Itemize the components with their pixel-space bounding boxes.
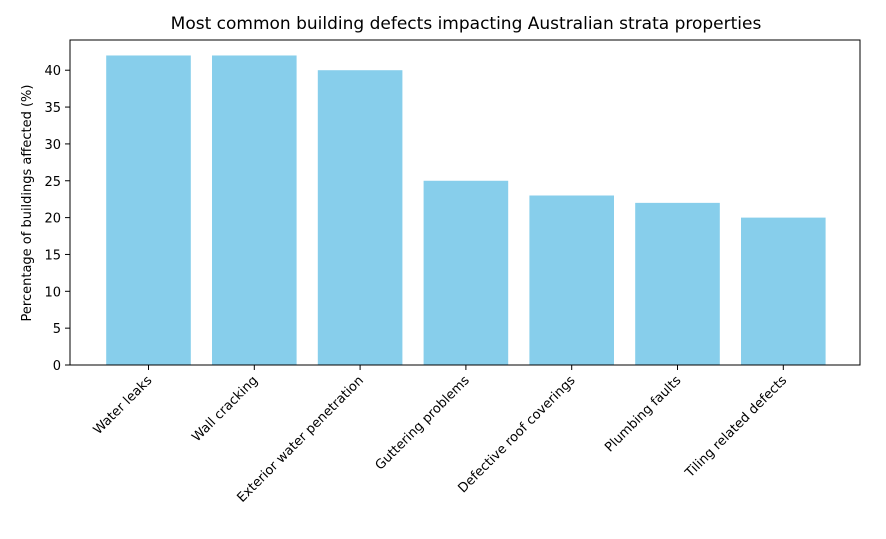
y-tick-label: 30 — [44, 138, 61, 153]
bar — [423, 180, 509, 365]
y-axis-label: Percentage of buildings affected (%) — [20, 85, 35, 322]
y-tick-label: 5 — [53, 322, 61, 337]
bar — [317, 70, 403, 365]
bar — [212, 55, 297, 365]
x-tick-label: Defective roof coverings — [456, 373, 579, 496]
y-tick-label: 20 — [44, 212, 61, 227]
y-tick-label: 35 — [44, 101, 61, 116]
x-tick-label: Tiling related defects — [682, 373, 790, 481]
bar — [635, 202, 720, 365]
x-tick-label: Plumbing faults — [602, 373, 684, 455]
x-tick-label: Exterior water penetration — [234, 373, 366, 505]
y-tick-label: 15 — [44, 248, 61, 263]
plot-frame — [69, 39, 861, 366]
bar — [741, 217, 826, 365]
bar — [106, 55, 191, 365]
chart-title: Most common building defects impacting A… — [171, 14, 762, 34]
x-tick-label: Guttering problems — [373, 373, 473, 473]
y-tick-label: 10 — [44, 285, 61, 300]
x-tick-label: Water leaks — [91, 373, 156, 438]
bars-group — [106, 55, 826, 365]
y-tick-label: 25 — [44, 175, 61, 190]
bar — [529, 195, 614, 365]
y-tick-label: 0 — [53, 359, 61, 374]
x-tick-label: Wall cracking — [189, 373, 261, 445]
y-tick-label: 40 — [44, 64, 61, 79]
y-axis-ticks: 0 5 10 15 20 25 30 35 40 — [44, 64, 70, 374]
